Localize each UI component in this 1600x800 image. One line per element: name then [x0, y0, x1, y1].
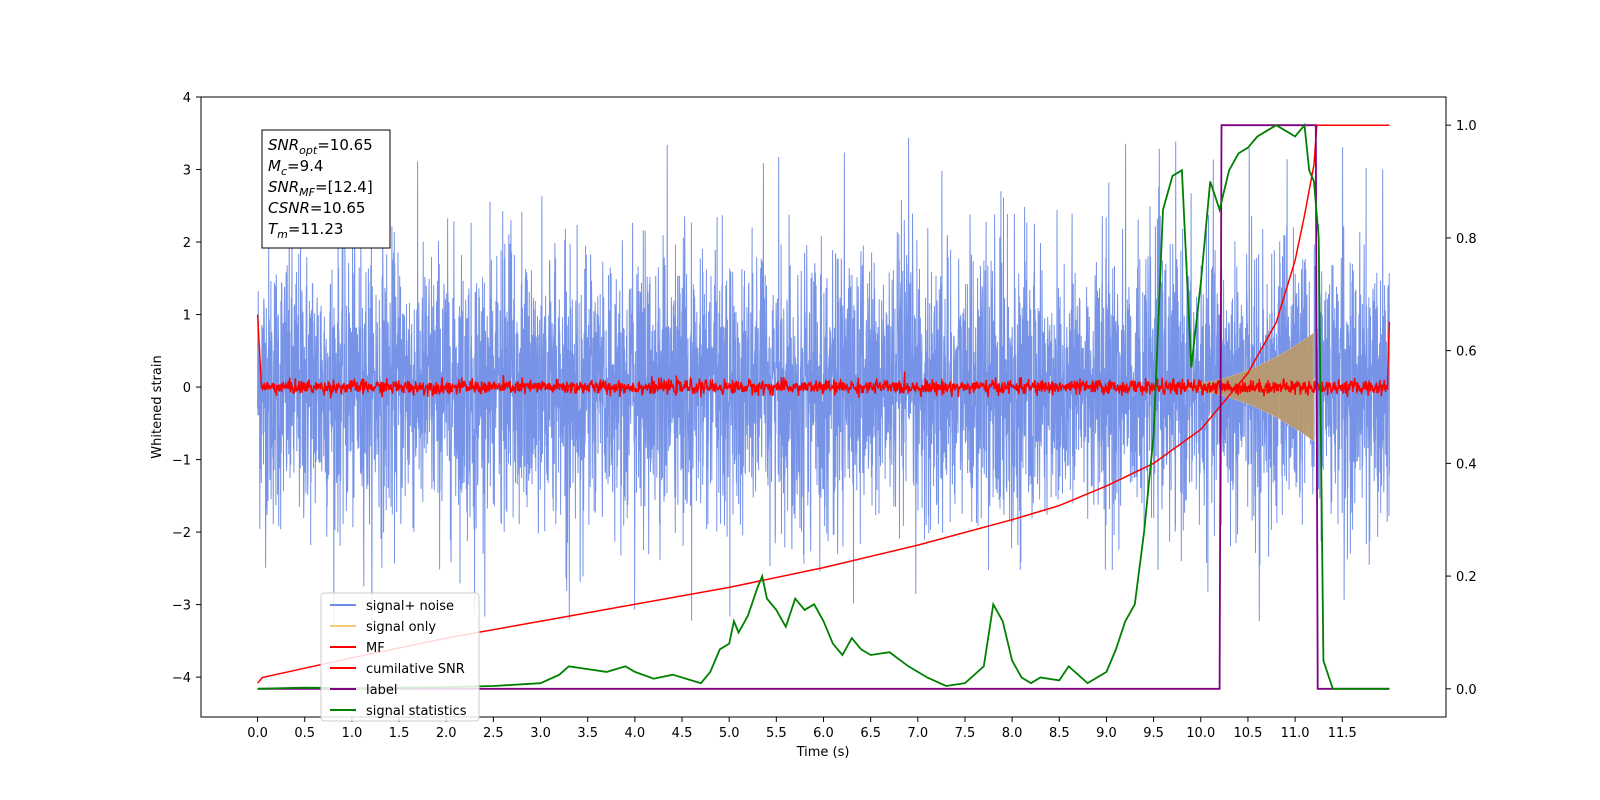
y-right-tick-label: 0.8	[1456, 232, 1477, 247]
x-tick-label: 9.0	[1096, 726, 1117, 741]
x-tick-label: 3.0	[530, 726, 551, 741]
info-snr-mf: SNRMF=[12.4]	[268, 178, 373, 199]
legend-label-cumilative-snr: cumilative SNR	[366, 662, 465, 677]
legend-label-mf: MF	[366, 641, 385, 656]
info-box: SNRopt=10.65 Mc=9.4 SNRMF=[12.4] CSNR=10…	[261, 129, 391, 249]
y-tick-label: −4	[172, 671, 191, 686]
x-tick-label: 0.0	[247, 726, 268, 741]
x-tick-label: 7.0	[907, 726, 928, 741]
y-right-tick-label: 1.0	[1456, 119, 1477, 134]
y-right-tick-label: 0.0	[1456, 683, 1477, 698]
x-tick-label: 4.0	[625, 726, 646, 741]
info-snr-opt: SNRopt=10.65	[268, 136, 373, 157]
x-tick-label: 2.0	[436, 726, 457, 741]
x-tick-label: 3.5	[577, 726, 598, 741]
series-label	[257, 124, 1390, 690]
legend-label-signal-only: signal only	[366, 620, 436, 635]
y-tick-label: −1	[172, 454, 191, 469]
legend-label-signal-plus-noise: signal+ noise	[366, 599, 454, 614]
series-mf	[256, 314, 1391, 399]
x-tick-label: 0.5	[294, 726, 315, 741]
info-box-frame	[261, 129, 391, 249]
plot-area	[256, 122, 1391, 690]
x-tick-label: 1.0	[342, 726, 363, 741]
x-axis: 0.0 0.5 1.0 1.5 2.0 2.5 3.0 3.5 4.0 4.5 5.0 5.5 6.0 6…	[247, 717, 1357, 741]
x-tick-label: 4.5	[672, 726, 693, 741]
y-axis-left: 4 3 2 1 0 −1 −2 −3 −4	[172, 91, 201, 686]
y-right-tick-label: 0.4	[1456, 457, 1477, 472]
series-cumilative-snr	[257, 124, 1390, 684]
info-tm: Tm=11.23	[268, 220, 343, 241]
y-tick-label: 3	[183, 164, 191, 179]
y-axis-label: Whitened strain	[150, 355, 165, 458]
y-tick-label: 4	[183, 91, 191, 106]
series-signal-statistics	[257, 122, 1390, 690]
x-tick-label: 5.0	[719, 726, 740, 741]
legend-label-signal-statistics: signal statistics	[366, 704, 467, 719]
legend-frame	[320, 592, 480, 722]
x-tick-label: 2.5	[483, 726, 504, 741]
x-tick-label: 9.5	[1143, 726, 1164, 741]
x-tick-label: 1.5	[389, 726, 410, 741]
x-tick-label: 7.5	[955, 726, 976, 741]
series-signal-plus-noise	[257, 137, 1390, 627]
info-csnr: CSNR=10.65	[268, 199, 365, 217]
y-tick-label: −2	[172, 526, 191, 541]
x-tick-label: 8.5	[1049, 726, 1070, 741]
x-tick-label: 6.5	[860, 726, 881, 741]
x-tick-label: 8.0	[1002, 726, 1023, 741]
y-tick-label: −3	[172, 599, 191, 614]
y-tick-label: 1	[183, 309, 191, 324]
x-tick-label: 10.0	[1186, 726, 1215, 741]
y-tick-label: 0	[183, 381, 191, 396]
info-mc: Mc=9.4	[268, 157, 323, 178]
y-tick-label: 2	[183, 236, 191, 251]
x-tick-label: 6.0	[813, 726, 834, 741]
x-tick-label: 5.5	[766, 726, 787, 741]
x-tick-label: 11.5	[1328, 726, 1357, 741]
legend: signal+ noise signal only MF cumilative …	[320, 592, 480, 722]
y-right-tick-label: 0.2	[1456, 570, 1477, 585]
y-axis-right: 1.0 0.8 0.6 0.4 0.2 0.0	[1446, 119, 1477, 698]
x-tick-label: 10.5	[1233, 726, 1262, 741]
x-axis-label: Time (s)	[796, 745, 850, 760]
y-right-tick-label: 0.6	[1456, 345, 1477, 360]
legend-label-label: label	[366, 683, 397, 698]
x-tick-label: 11.0	[1281, 726, 1310, 741]
